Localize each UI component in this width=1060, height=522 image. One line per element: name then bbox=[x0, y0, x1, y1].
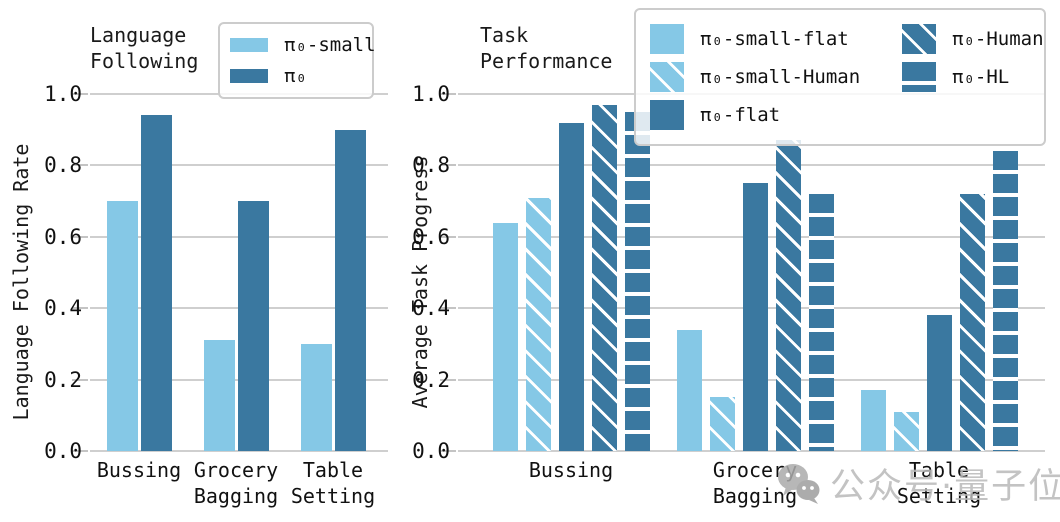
bar-π₀-flat-bussing bbox=[559, 123, 584, 451]
y-tick-label: 0.8 bbox=[44, 153, 82, 177]
legend-swatch-horizontal bbox=[902, 62, 936, 92]
y-tick-mark bbox=[440, 164, 456, 166]
watermark: 公众号·量子位 bbox=[776, 458, 1060, 509]
watermark-text: 公众号·量子位 bbox=[830, 467, 1060, 507]
legend-label: π₀-Human bbox=[952, 28, 1044, 50]
legend-entry: π₀-Human bbox=[902, 20, 1044, 58]
y-tick-mark bbox=[440, 93, 456, 95]
y-tick-mark bbox=[72, 93, 88, 95]
bar-π₀-table-setting bbox=[335, 130, 366, 451]
legend-entry: π₀-flat bbox=[650, 96, 902, 134]
gridline bbox=[458, 450, 1045, 452]
chart-title-task-performance: Task Performance bbox=[480, 23, 613, 73]
y-tick-mark bbox=[72, 307, 88, 309]
legend-swatch-none bbox=[650, 100, 684, 130]
bar-π₀-small-Human-bussing bbox=[526, 198, 551, 451]
bar-π₀-grocery-bagging bbox=[238, 201, 269, 451]
legend-label: π₀ bbox=[284, 65, 307, 87]
legend-entry: π₀-HL bbox=[902, 58, 1044, 96]
y-tick-label: 1.0 bbox=[412, 82, 450, 106]
x-tick-label: Bussing bbox=[96, 458, 182, 482]
bar-π₀-Human-table-setting bbox=[960, 194, 985, 451]
y-tick-mark bbox=[440, 450, 456, 452]
bar-π₀-bussing bbox=[141, 115, 172, 451]
bar-π₀-small-flat-grocery-bagging bbox=[677, 330, 702, 451]
y-tick-label: 0.0 bbox=[44, 439, 82, 463]
bar-π₀-HL-table-setting bbox=[993, 151, 1018, 451]
bar-π₀-small-table-setting bbox=[301, 344, 332, 451]
bar-π₀-flat-grocery-bagging bbox=[743, 183, 768, 451]
legend-entry: π₀-small-flat bbox=[650, 20, 902, 58]
gridline bbox=[90, 164, 388, 166]
bar-π₀-small-Human-table-setting bbox=[894, 412, 919, 451]
bar-π₀-small-grocery-bagging bbox=[204, 340, 235, 451]
legend-entry: π₀-small bbox=[230, 34, 376, 56]
legend-swatch-none bbox=[230, 69, 268, 83]
legend: π₀-small π₀ bbox=[218, 22, 376, 99]
bar-π₀-small-Human-grocery-bagging bbox=[710, 397, 735, 451]
y-tick-mark bbox=[72, 450, 88, 452]
y-tick-mark bbox=[440, 236, 456, 238]
x-tick-label: Grocery Bagging bbox=[193, 458, 279, 508]
legend-label: π₀-flat bbox=[700, 104, 781, 126]
legend-entry: π₀ bbox=[230, 65, 362, 87]
legend-label: π₀-HL bbox=[952, 66, 1010, 88]
y-tick-label: 0.4 bbox=[412, 296, 450, 320]
legend-entry: π₀-small-Human bbox=[650, 58, 902, 96]
wechat-icon bbox=[776, 462, 822, 506]
y-tick-label: 0.6 bbox=[412, 225, 450, 249]
legend-swatch-none bbox=[230, 38, 268, 52]
legend: π₀-small-flat π₀-small-Human π₀-flat π₀-Hum… bbox=[634, 8, 1046, 146]
gridline bbox=[90, 450, 388, 452]
y-tick-mark bbox=[72, 236, 88, 238]
y-tick-label: 0.4 bbox=[44, 296, 82, 320]
y-tick-mark bbox=[72, 164, 88, 166]
x-tick-label: Table Setting bbox=[896, 458, 982, 508]
legend-label: π₀-small-Human bbox=[700, 66, 861, 88]
bar-π₀-small-flat-table-setting bbox=[861, 390, 886, 451]
legend-swatch-none bbox=[650, 24, 684, 54]
bar-π₀-flat-table-setting bbox=[927, 315, 952, 451]
bar-π₀-small-flat-bussing bbox=[493, 223, 518, 451]
y-tick-label: 0.2 bbox=[412, 368, 450, 392]
y-tick-mark bbox=[440, 379, 456, 381]
bar-π₀-Human-grocery-bagging bbox=[776, 140, 801, 451]
y-tick-mark bbox=[72, 379, 88, 381]
chart-title-language-following: Language Following bbox=[90, 23, 199, 73]
legend-label: π₀-small-flat bbox=[700, 28, 849, 50]
y-tick-label: 0.6 bbox=[44, 225, 82, 249]
legend-label: π₀-small bbox=[284, 34, 376, 56]
legend-swatch-diagonal bbox=[902, 24, 936, 54]
legend-swatch-diagonal bbox=[650, 62, 684, 92]
y-tick-mark bbox=[440, 307, 456, 309]
gridline bbox=[458, 164, 1045, 166]
x-tick-label: Table Setting bbox=[290, 458, 376, 508]
bar-π₀-small-bussing bbox=[107, 201, 138, 451]
x-tick-label: Bussing bbox=[528, 458, 614, 482]
bar-π₀-Human-bussing bbox=[592, 105, 617, 451]
bar-π₀-HL-grocery-bagging bbox=[809, 194, 834, 451]
bar-π₀-HL-bussing bbox=[625, 112, 650, 451]
y-tick-label: 0.2 bbox=[44, 368, 82, 392]
y-tick-label: 0.0 bbox=[412, 439, 450, 463]
y-tick-label: 0.8 bbox=[412, 153, 450, 177]
y-tick-label: 1.0 bbox=[44, 82, 82, 106]
